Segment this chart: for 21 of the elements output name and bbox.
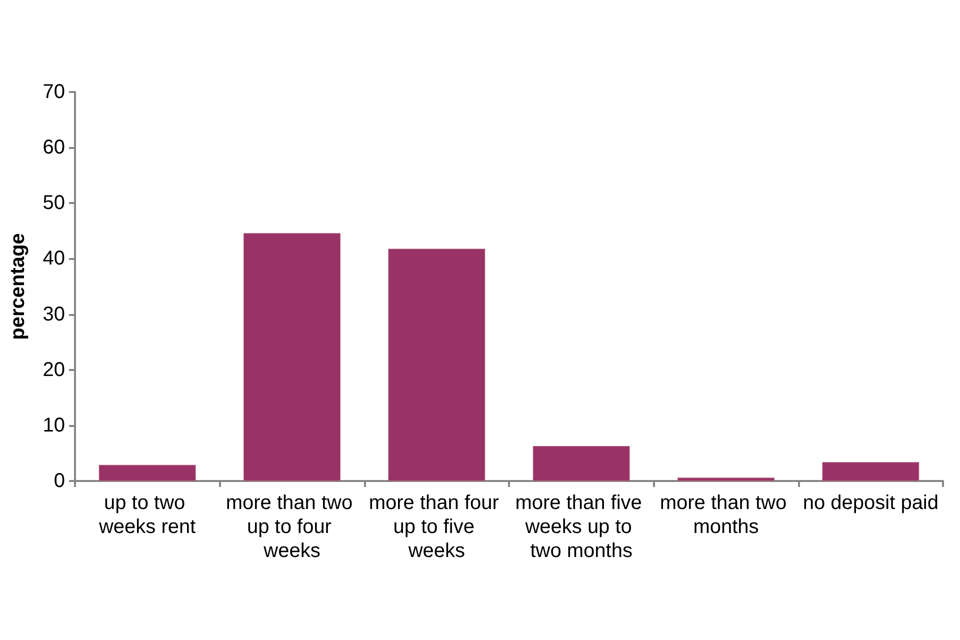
y-axis-title: percentage xyxy=(7,233,29,340)
y-tick-label: 50 xyxy=(42,192,65,214)
bar xyxy=(98,464,196,481)
x-tick-label: more than two months xyxy=(660,492,792,538)
y-tick-label: 70 xyxy=(42,81,65,103)
y-tick-label: 10 xyxy=(42,414,65,436)
y-tick-label: 60 xyxy=(42,136,65,159)
bar xyxy=(678,478,774,481)
y-tick-label: 20 xyxy=(42,358,65,381)
x-tick-label: more than two up to four weeks xyxy=(226,492,358,562)
x-tick-label: more than four up to five weeks xyxy=(368,492,504,562)
y-tick-label: 0 xyxy=(54,470,65,492)
bar xyxy=(532,446,630,481)
y-tick-label: 30 xyxy=(42,303,65,326)
bar xyxy=(388,248,486,481)
y-tick-label: 40 xyxy=(42,248,65,270)
x-tick-label: no deposit paid xyxy=(802,492,939,514)
x-tick-label: more than five weeks up to two months xyxy=(515,492,648,562)
x-tick-label: up to two weeks rent xyxy=(98,492,196,538)
bar xyxy=(244,233,340,481)
bar xyxy=(822,462,920,481)
